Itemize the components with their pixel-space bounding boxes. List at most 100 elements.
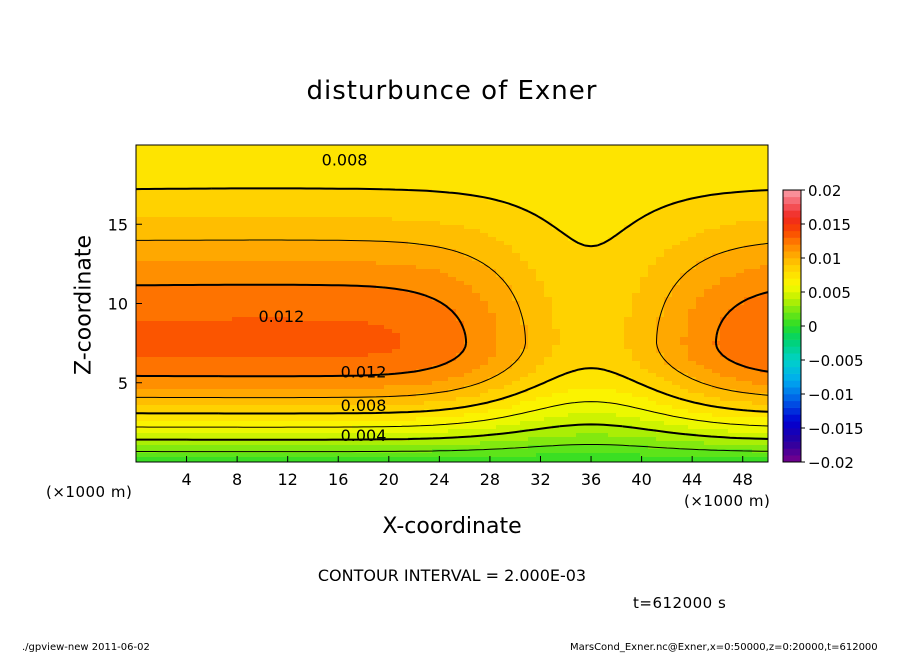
contour-cell [368, 381, 377, 386]
contour-cell [656, 381, 665, 386]
contour-cell [408, 293, 417, 298]
contour-cell [728, 309, 737, 314]
contour-cell [328, 185, 337, 190]
contour-cell [728, 381, 737, 386]
contour-cell [200, 365, 209, 370]
contour-cell [552, 221, 561, 226]
contour-cell [656, 325, 665, 330]
contour-cell [624, 317, 633, 322]
contour-cell [224, 237, 233, 242]
contour-cell [240, 325, 249, 330]
contour-cell [304, 377, 313, 382]
contour-cell [688, 285, 697, 290]
contour-cell [648, 221, 657, 226]
contour-cell [464, 325, 473, 330]
contour-cell [152, 177, 161, 182]
contour-cell [240, 197, 249, 202]
contour-cell [240, 249, 249, 254]
contour-cell [696, 261, 705, 266]
contour-cell [584, 317, 593, 322]
contour-cell [232, 273, 241, 278]
contour-cell [376, 305, 385, 310]
contour-cell [512, 241, 521, 246]
contour-cell [600, 209, 609, 214]
contour-cell [656, 349, 665, 354]
contour-cell [664, 337, 673, 342]
contour-cell [664, 269, 673, 274]
contour-cell [648, 345, 657, 350]
contour-cell [296, 225, 305, 230]
contour-cell [256, 353, 265, 358]
contour-cell [664, 213, 673, 218]
contour-cell [336, 329, 345, 334]
contour-cell [136, 365, 145, 370]
contour-cell [568, 245, 577, 250]
contour-cell [512, 189, 521, 194]
contour-cell [248, 169, 257, 174]
contour-cell [680, 385, 689, 390]
contour-cell [528, 345, 537, 350]
contour-cell [696, 265, 705, 270]
contour-cell [600, 197, 609, 202]
contour-cell [672, 285, 681, 290]
contour-cell [360, 245, 369, 250]
contour-cell [624, 345, 633, 350]
contour-cell [552, 385, 561, 390]
contour-cell [672, 217, 681, 222]
contour-cell [360, 169, 369, 174]
contour-cell [248, 205, 257, 210]
contour-cell [160, 245, 169, 250]
contour-cell [544, 297, 553, 302]
contour-cell [640, 177, 649, 182]
contour-cell [352, 217, 361, 222]
contour-cell [408, 205, 417, 210]
contour-cell [448, 189, 457, 194]
contour-cell [704, 309, 713, 314]
contour-cell [312, 393, 321, 398]
contour-cell [504, 217, 513, 222]
contour-cell [408, 285, 417, 290]
contour-cell [688, 345, 697, 350]
contour-cell [256, 337, 265, 342]
contour-cell [488, 357, 497, 362]
contour-cell [536, 173, 545, 178]
contour-cell [712, 197, 721, 202]
contour-cell [544, 169, 553, 174]
contour-cell [472, 341, 481, 346]
contour-cell [720, 337, 729, 342]
contour-cell [176, 209, 185, 214]
contour-cell [640, 161, 649, 166]
contour-cell [632, 173, 641, 178]
contour-cell [200, 157, 209, 162]
contour-cell [528, 309, 537, 314]
contour-cell [168, 205, 177, 210]
contour-cell [600, 325, 609, 330]
contour-cell [176, 157, 185, 162]
contour-cell [328, 197, 337, 202]
contour-cell [232, 233, 241, 238]
contour-cell [144, 189, 153, 194]
contour-cell [336, 309, 345, 314]
contour-cell [520, 185, 529, 190]
contour-cell [640, 193, 649, 198]
contour-cell [560, 337, 569, 342]
contour-cell [568, 277, 577, 282]
contour-cell [520, 393, 529, 398]
contour-cell [592, 173, 601, 178]
contour-cell [352, 261, 361, 266]
contour-cell [304, 297, 313, 302]
contour-cell [592, 341, 601, 346]
contour-cell [624, 349, 633, 354]
contour-cell [320, 173, 329, 178]
contour-cell [352, 277, 361, 282]
contour-cell [256, 269, 265, 274]
contour-cell [512, 201, 521, 206]
contour-cell [608, 225, 617, 230]
contour-cell [616, 325, 625, 330]
contour-cell [328, 361, 337, 366]
contour-cell [312, 381, 321, 386]
contour-cell [720, 313, 729, 318]
contour-cell [576, 213, 585, 218]
contour-cell [296, 281, 305, 286]
contour-cell [376, 309, 385, 314]
